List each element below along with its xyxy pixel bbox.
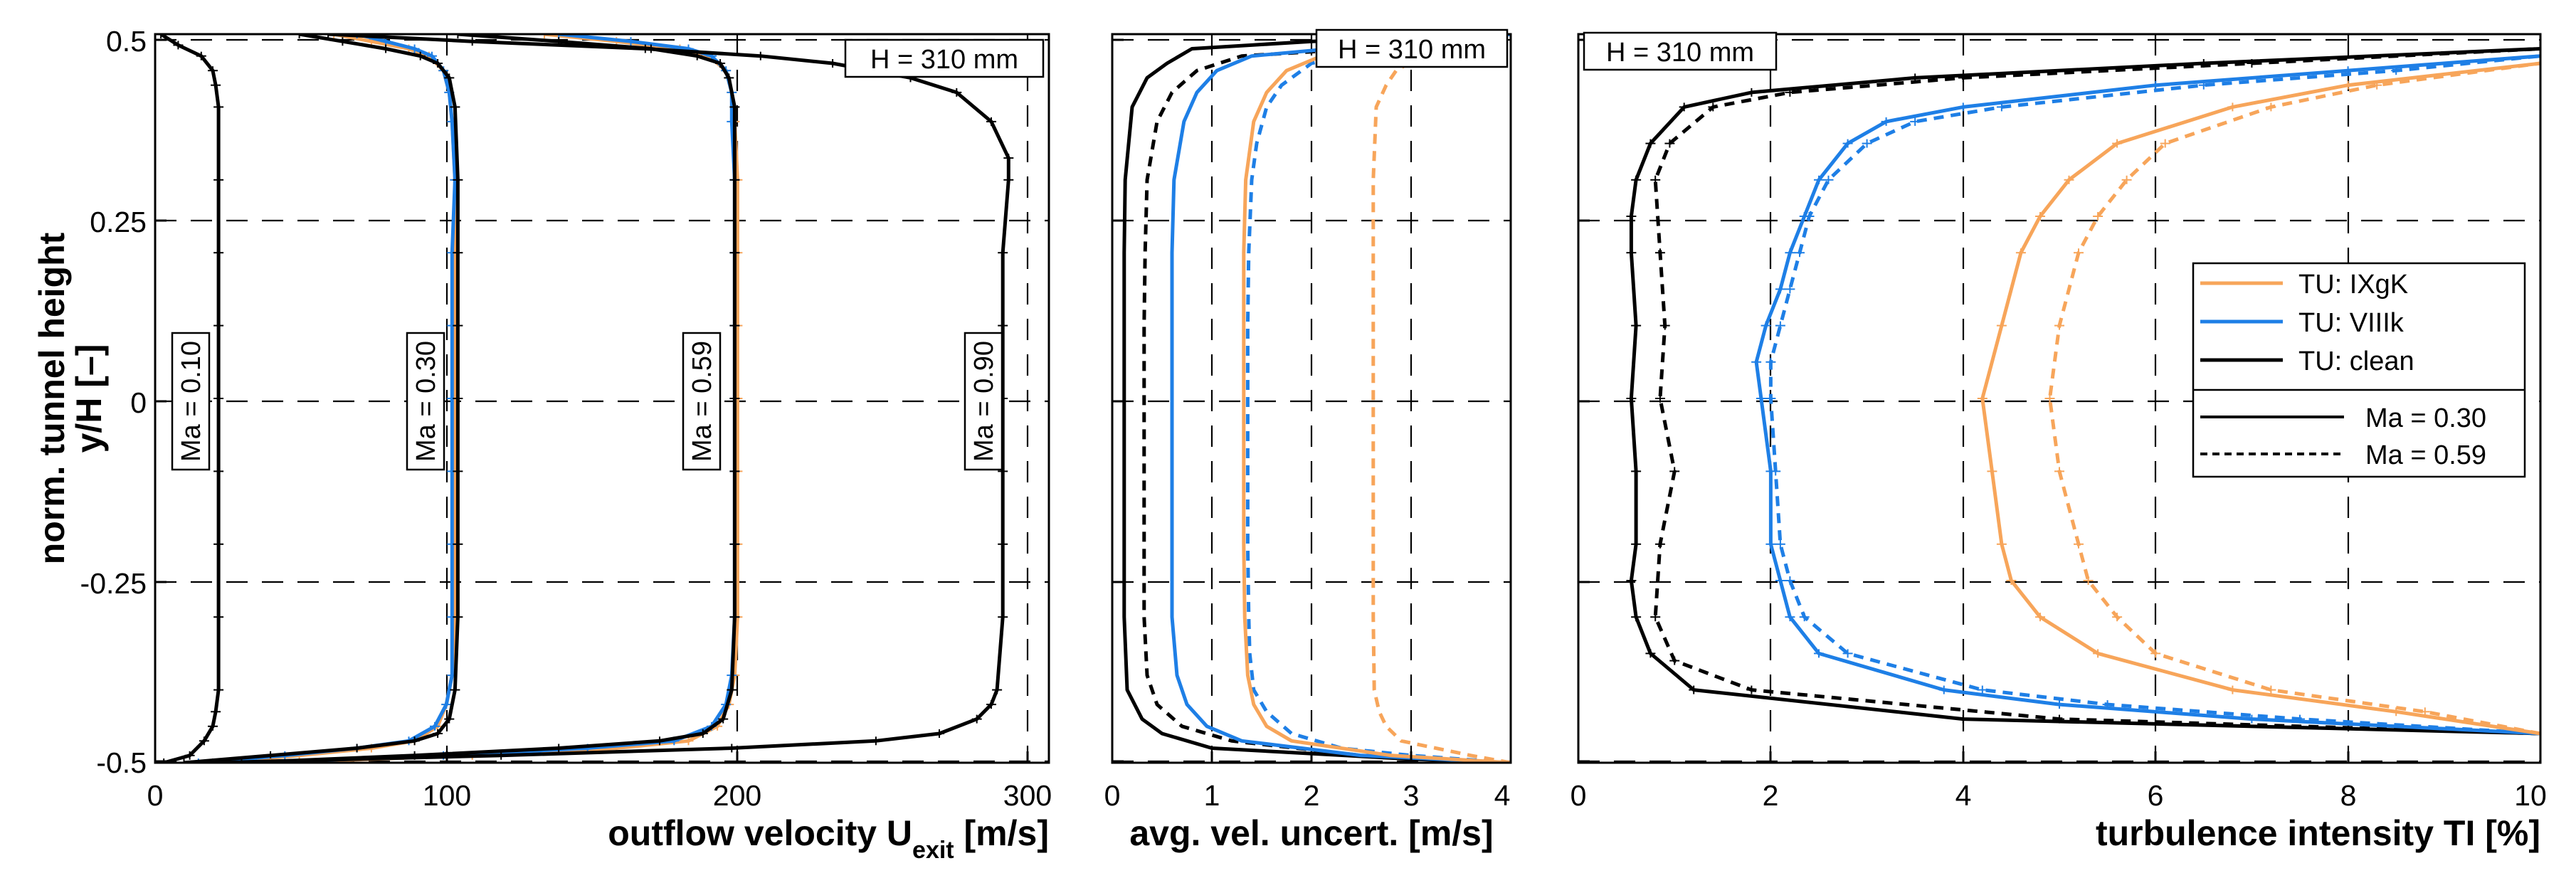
- panel-turbulence-xlabel: turbulence intensity TI [%]: [2096, 813, 2540, 853]
- panel-velocity-hlabel: H = 310 mm: [844, 38, 1045, 78]
- series-line-viiik-dashed: [1245, 34, 1511, 763]
- xtick-label: 2: [1304, 779, 1320, 812]
- series-line-viiik: [1754, 54, 2540, 736]
- panel-uncertainty-xticklabels: 0 1 2 3 4: [1104, 779, 1511, 812]
- series-line-ixgk-dashed: [1371, 34, 1511, 763]
- errorbar-group: [1626, 44, 2540, 738]
- panel-uncertainty-xlabel: avg. vel. uncert. [m/s]: [1129, 813, 1493, 853]
- ytick-label: 0: [130, 386, 147, 419]
- xtick-label: 3: [1403, 779, 1420, 812]
- svg-text:Ma = 0.30: Ma = 0.30: [2365, 403, 2486, 433]
- ylabel-line2: y/H [–]: [69, 344, 109, 453]
- ytick-label: 0.5: [106, 25, 147, 58]
- series-line-ixgk: [1242, 34, 1511, 763]
- panel-uncertainty-hlabel: H = 310 mm: [1315, 28, 1509, 68]
- panel-velocity-grid: [155, 34, 1049, 763]
- xtick-label: 300: [1003, 779, 1052, 812]
- xtick-label: 6: [2148, 779, 2164, 812]
- series-line-clean: [212, 34, 1010, 763]
- xtick-label: 200: [713, 779, 761, 812]
- svg-text:Ma = 0.10: Ma = 0.10: [176, 341, 206, 462]
- svg-text:Ma = 0.59: Ma = 0.59: [2365, 440, 2486, 470]
- errorbar-group: [250, 34, 740, 763]
- annotation-ma-030: Ma = 0.30: [406, 332, 445, 471]
- xtick-label: 0: [1571, 779, 1587, 812]
- svg-text:H = 310 mm: H = 310 mm: [1338, 35, 1486, 65]
- svg-text:H = 310 mm: H = 310 mm: [1606, 38, 1754, 68]
- xtick-label: 0: [1104, 779, 1121, 812]
- panel-uncertainty: 0 1 2 3 4 avg. vel. uncert. [m/s] H = 31…: [1104, 28, 1512, 853]
- series-line-ixgk: [270, 34, 739, 763]
- svg-text:H = 310 mm: H = 310 mm: [870, 45, 1018, 75]
- xtick-label: 1: [1204, 779, 1220, 812]
- legend: TU: IXgK TU: VIIIk TU: clean Ma = 0.30 M…: [2192, 262, 2526, 478]
- panel-turbulence-grid: [1578, 34, 2540, 763]
- legend-entry-ixgk: TU: IXgK: [2200, 270, 2408, 300]
- panel-velocity-xlabel: outflow velocity Uexit [m/s]: [608, 813, 1049, 864]
- errorbar-group: [1765, 51, 2540, 738]
- panel-turbulence-curves: [1626, 44, 2540, 738]
- xtick-label: 4: [1494, 779, 1511, 812]
- svg-text:TU: clean: TU: clean: [2298, 347, 2414, 376]
- xtick-label: 4: [1955, 779, 1972, 812]
- legend-entry-ma059: Ma = 0.59: [2200, 440, 2486, 470]
- panel-turbulence-frame: [1577, 33, 2542, 764]
- series-line-clean: [1122, 34, 1511, 763]
- errorbar-group: [1977, 59, 2540, 738]
- panel-turbulence: 0 2 4 6 8 10 turbulence intensity TI [%]…: [1571, 31, 2547, 853]
- ytick-label: -0.5: [96, 746, 147, 779]
- legend-entry-ma030: Ma = 0.30: [2200, 403, 2486, 433]
- xtick-label: 8: [2340, 779, 2357, 812]
- panel-uncertainty-curves: [1122, 34, 1511, 763]
- panel-uncertainty-ticks: [1111, 38, 1512, 763]
- errorbar-group: [1650, 44, 2540, 738]
- ytick-label: 0.25: [90, 206, 147, 238]
- panel-velocity-frame: [154, 33, 1050, 764]
- panel-velocity-curves: [156, 34, 1014, 763]
- xtick-label: 10: [2514, 779, 2547, 812]
- legend-entry-viiik: TU: VIIIk: [2200, 308, 2405, 338]
- errorbar-group: [156, 34, 224, 763]
- legend-frame: [2192, 262, 2526, 478]
- annotation-ma-090: Ma = 0.90: [964, 332, 1003, 471]
- legend-entry-clean: TU: clean: [2200, 347, 2414, 376]
- svg-text:Ma = 0.59: Ma = 0.59: [687, 341, 717, 462]
- panel-velocity-yticklabels: 0.5 0.25 0 -0.25 -0.5: [80, 25, 147, 779]
- panel-turbulence-hlabel: H = 310 mm: [1583, 31, 1778, 71]
- annotation-ma-059: Ma = 0.59: [682, 332, 722, 471]
- svg-text:TU: VIIIk: TU: VIIIk: [2298, 308, 2405, 338]
- errorbar-group: [236, 34, 740, 763]
- errorbar-group: [2044, 59, 2540, 738]
- panel-velocity-ticks: [154, 38, 1029, 763]
- svg-text:TU: IXgK: TU: IXgK: [2298, 270, 2408, 300]
- svg-text:Ma = 0.90: Ma = 0.90: [969, 341, 999, 462]
- ytick-label: -0.25: [80, 567, 147, 600]
- svg-text:Ma = 0.30: Ma = 0.30: [411, 341, 441, 462]
- series-line-clean-dashed: [1142, 34, 1511, 763]
- xtick-label: 0: [147, 779, 164, 812]
- series-line-viiik-dashed: [1768, 54, 2540, 736]
- errorbar-group: [265, 34, 743, 763]
- panel-turbulence-xticklabels: 0 2 4 6 8 10: [1571, 779, 2547, 812]
- series-line-viiik: [255, 34, 737, 763]
- ylabel-line1: norm. tunnel height: [32, 232, 72, 564]
- annotation-ma-010: Ma = 0.10: [171, 332, 211, 471]
- panel-velocity: 0.5 0.25 0 -0.25 -0.5 0 100 200 300 outf…: [32, 25, 1052, 864]
- xtick-label: 100: [423, 779, 471, 812]
- errorbar-group: [208, 34, 1014, 763]
- series-line-clean: [241, 34, 737, 763]
- xtick-label: 2: [1763, 779, 1779, 812]
- errorbar-group: [179, 34, 463, 763]
- panel-velocity-xticklabels: 0 100 200 300: [147, 779, 1052, 812]
- panel-velocity-ylabel: norm. tunnel height y/H [–]: [32, 232, 109, 564]
- series-line-viiik: [1170, 34, 1511, 763]
